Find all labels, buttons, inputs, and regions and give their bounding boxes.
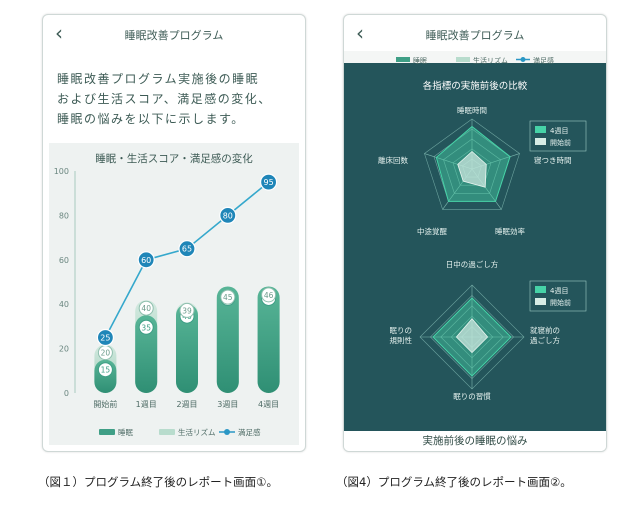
- legend-swatch: [224, 429, 230, 435]
- sleep-bar: [257, 286, 280, 393]
- radar-legend-box: [529, 120, 587, 152]
- score-chart-panel: 睡眠・生活スコア・満足感の変化 0 20 40 60 80 100 15 20 開始前 35 40 1…: [49, 143, 299, 445]
- intro-line: 睡眠の悩みを以下に示します。: [57, 112, 245, 126]
- satisfaction-value-label: 80: [223, 211, 233, 220]
- x-tick-label: 開始前: [93, 399, 117, 409]
- radar-legend-box: [529, 280, 587, 312]
- rhythm-value-marker: [179, 302, 195, 318]
- legend-label: 開始前: [550, 138, 571, 147]
- screen-title: 睡眠改善プログラム: [425, 29, 525, 42]
- satisfaction-point: [260, 173, 278, 191]
- x-tick-label: 2週目: [176, 400, 197, 409]
- legend-label: 生活リズム: [473, 56, 508, 65]
- y-tick-label: 80: [59, 211, 69, 220]
- legend-label: 満足感: [533, 56, 554, 65]
- sleep-bar: [216, 286, 239, 393]
- legend-label: 満足感: [238, 427, 261, 437]
- legend-label: 生活リズム: [178, 427, 216, 437]
- chevron-left-icon[interactable]: ‹: [356, 21, 364, 45]
- legend-swatch: [99, 429, 115, 435]
- y-tick-label: 20: [59, 345, 69, 354]
- rhythm-value-marker: [261, 287, 277, 303]
- radar-axis-label: 過ごし方: [530, 335, 560, 345]
- satisfaction-point: [219, 206, 237, 225]
- legend-label: 睡眠: [413, 57, 427, 65]
- legend-swatch: [520, 57, 526, 62]
- chevron-left-icon[interactable]: ‹: [55, 21, 63, 45]
- legend-swatch: [535, 286, 546, 293]
- legend-swatch: [159, 429, 175, 435]
- radar-title: 各指標の実施前後の比較: [423, 80, 528, 92]
- y-tick-label: 40: [59, 300, 69, 309]
- y-tick-label: 60: [59, 256, 69, 265]
- radar-axis-label: 中途覚醒: [417, 226, 447, 236]
- top-legend-graphic: 睡眠 生活リズム 満足感: [396, 56, 554, 65]
- x-tick-label: 4週目: [258, 400, 279, 409]
- radar-series-before: [457, 150, 487, 188]
- header: ‹ 睡眠改善プログラム: [344, 15, 606, 51]
- score-chart: 0204060801001520開始前35401週目40392週目48453週目…: [54, 167, 280, 437]
- x-tick-label: 1週目: [136, 400, 157, 409]
- satisfaction-point: [96, 328, 115, 347]
- radar-series-before: [455, 318, 489, 354]
- radar-axis-label: 離床回数: [378, 155, 408, 165]
- rhythm-value-marker: [220, 289, 236, 305]
- legend-swatch: [535, 138, 546, 145]
- radar-grid-ring: [443, 138, 501, 194]
- rhythm-value-label: 46: [264, 291, 274, 300]
- radar-grid-ring: [452, 148, 492, 186]
- legend-swatch: [396, 57, 410, 62]
- radar-axis-label: 眠りの: [390, 326, 413, 335]
- header: ‹ 睡眠改善プログラム: [43, 15, 305, 51]
- radar-axis-label: 眠りの習慣: [453, 391, 491, 401]
- legend-label: 睡眠: [118, 428, 133, 437]
- screen-title: 睡眠改善プログラム: [124, 29, 224, 42]
- legend-label: 4週目: [550, 126, 568, 135]
- radar-charts: 各指標の実施前後の比較睡眠時間寝つき時間睡眠効率中途覚醒離床回数4週目開始前日中…: [378, 80, 587, 401]
- radar-grid-ring: [424, 118, 520, 210]
- rhythm-value-label: 45: [223, 293, 233, 302]
- worries-footer[interactable]: 実施前後の睡眠の悩み: [344, 431, 606, 451]
- sleep-bar: [176, 304, 198, 393]
- sleep-value-label: 15: [101, 366, 111, 375]
- radar-axis-label: 就寝前の: [530, 325, 560, 335]
- sleep-value-label: 35: [141, 323, 151, 332]
- radar-axis-label: 寝つき時間: [534, 155, 572, 165]
- rhythm-value-label: 40: [141, 304, 151, 313]
- legend-swatch: [535, 126, 546, 133]
- rhythm-value-label: 20: [101, 349, 111, 358]
- satisfaction-point: [178, 240, 196, 258]
- legend-label: 4週目: [550, 286, 568, 295]
- sleep-value-marker: [97, 362, 113, 378]
- report-screen-1: ‹ 睡眠改善プログラム 睡眠改善プログラム実施後の睡眠 および生活スコア、満足感…: [42, 14, 306, 452]
- legend-swatch: [535, 298, 546, 305]
- satisfaction-point: [137, 251, 155, 269]
- sleep-value-marker: [138, 319, 154, 335]
- radar-axis-label: 日中の過ごし方: [446, 259, 499, 269]
- top-legend: 睡眠 生活リズム 満足感: [344, 51, 606, 65]
- intro-line: 睡眠改善プログラム実施後の睡眠: [57, 72, 260, 86]
- satisfaction-value-label: 65: [182, 245, 192, 254]
- rhythm-value-marker: [138, 300, 154, 316]
- chart-title: 睡眠・生活スコア・満足感の変化: [95, 153, 253, 165]
- figure-caption-4: （図4）プログラム終了後のレポート画面②。: [336, 475, 572, 489]
- radar-axis-label: 睡眠時間: [457, 106, 487, 115]
- radar-panel: 各指標の実施前後の比較 睡眠時間 寝つき時間 睡眠効率 中途覚醒 離床回数 4週目 開始前 日中…: [344, 59, 606, 431]
- figure-caption-1: （図１）プログラム終了後のレポート画面①。: [38, 475, 278, 489]
- report-screen-2: ‹ 睡眠改善プログラム 各指標の実施前後の比較睡眠時間寝つき時間睡眠効率 中途覚醒…: [343, 14, 607, 452]
- satisfaction-value-label: 95: [264, 178, 274, 187]
- satisfaction-value-label: 60: [141, 256, 151, 265]
- intro-text: 睡眠改善プログラム実施後の睡眠 および生活スコア、満足感の変化、 睡眠の悩みを以…: [57, 69, 293, 129]
- x-tick-label: 3週目: [217, 400, 238, 409]
- legend-swatch: [456, 57, 470, 62]
- intro-line: および生活スコア、満足感の変化、: [57, 92, 272, 106]
- legend-label: 開始前: [550, 298, 571, 307]
- radar-axis-label: 規則性: [390, 335, 413, 345]
- rhythm-value-label: 39: [182, 306, 192, 315]
- satisfaction-value-label: 25: [100, 334, 110, 343]
- y-tick-label: 0: [64, 389, 69, 398]
- radar-axis-label: 睡眠効率: [495, 226, 525, 236]
- sleep-bar: [135, 315, 158, 393]
- y-tick-label: 100: [54, 167, 69, 176]
